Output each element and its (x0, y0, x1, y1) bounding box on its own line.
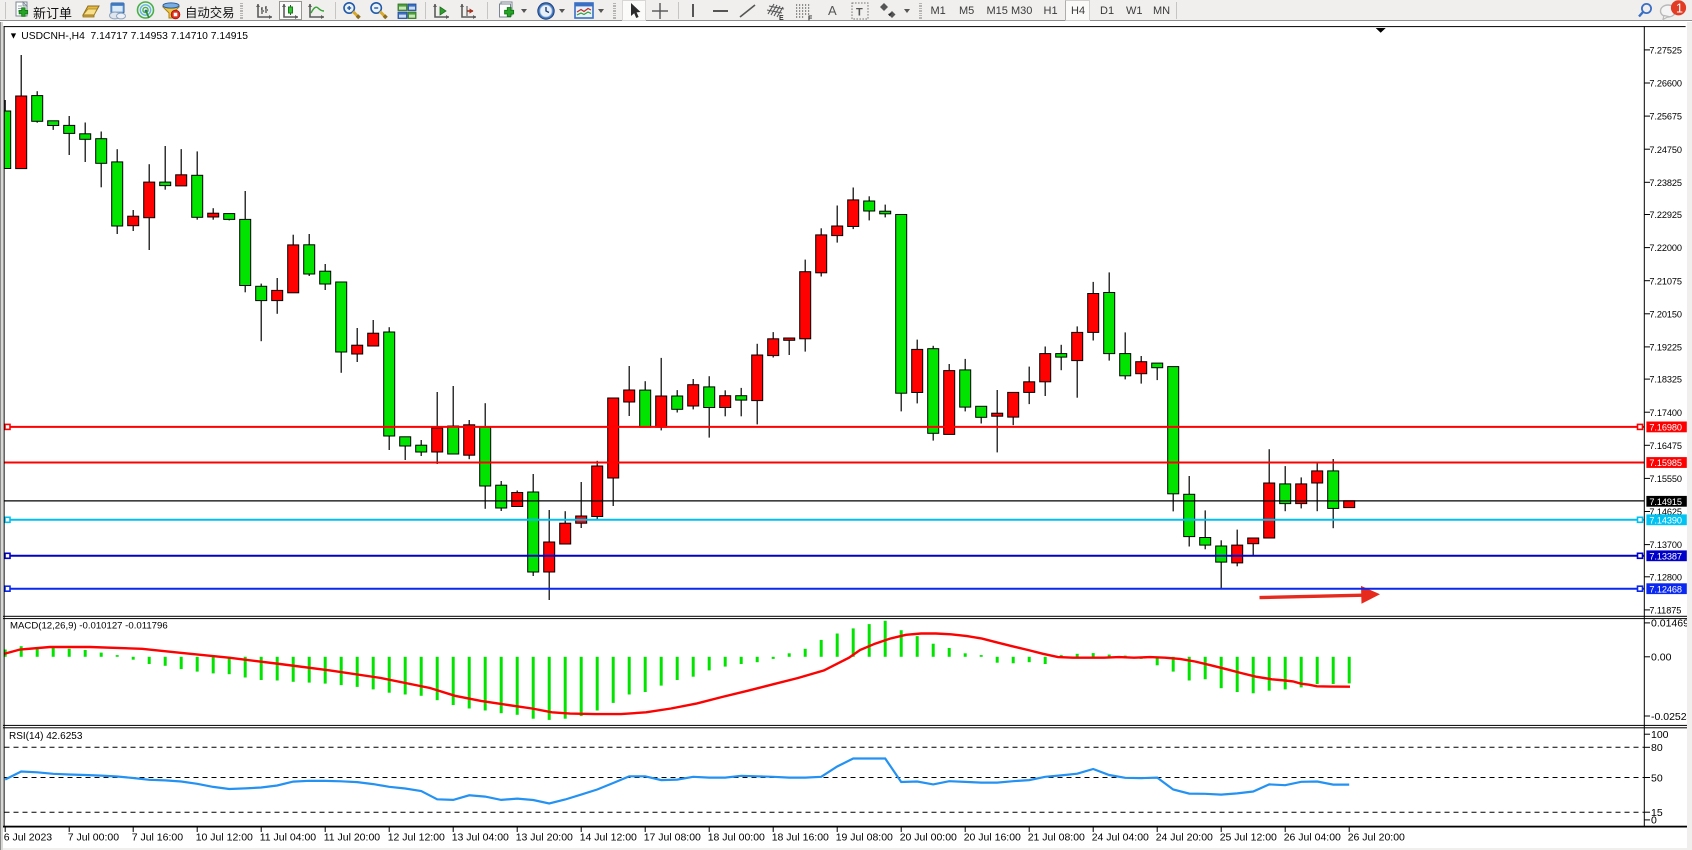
svg-text:7.14390: 7.14390 (1649, 515, 1682, 525)
svg-text:21 Jul 08:00: 21 Jul 08:00 (1028, 832, 1085, 844)
svg-text:7 Jul 16:00: 7 Jul 16:00 (132, 832, 184, 844)
svg-text:0.014691: 0.014691 (1651, 618, 1692, 630)
svg-text:7.26600: 7.26600 (1649, 79, 1682, 89)
svg-text:7.23825: 7.23825 (1649, 178, 1682, 188)
svg-text:-0.02524: -0.02524 (1651, 711, 1692, 723)
svg-text:7 Jul 00:00: 7 Jul 00:00 (68, 832, 120, 844)
svg-text:T: T (856, 7, 863, 19)
svg-text:▼: ▼ (9, 31, 18, 41)
svg-text:24 Jul 04:00: 24 Jul 04:00 (1092, 832, 1149, 844)
svg-text:F: F (808, 16, 813, 22)
svg-text:100: 100 (1651, 729, 1669, 741)
svg-text:18 Jul 00:00: 18 Jul 00:00 (708, 832, 765, 844)
svg-text:7.17400: 7.17400 (1649, 408, 1682, 418)
svg-text:MACD(12,26,9) -0.010127 -0.011: MACD(12,26,9) -0.010127 -0.011796 (10, 621, 168, 632)
svg-text:50: 50 (1651, 772, 1663, 784)
svg-text:7.13387: 7.13387 (1649, 551, 1682, 561)
svg-text:26 Jul 20:00: 26 Jul 20:00 (1348, 832, 1405, 844)
svg-text:24 Jul 20:00: 24 Jul 20:00 (1156, 832, 1213, 844)
svg-text:80: 80 (1651, 742, 1663, 754)
svg-text:7.22925: 7.22925 (1649, 210, 1682, 220)
svg-text:0: 0 (1651, 815, 1657, 827)
svg-text:7.15985: 7.15985 (1649, 458, 1682, 468)
svg-text:6 Jul 2023: 6 Jul 2023 (4, 832, 53, 844)
svg-text:7.14625: 7.14625 (1649, 507, 1682, 517)
svg-text:7.12800: 7.12800 (1649, 572, 1682, 582)
svg-text:E: E (779, 15, 784, 21)
svg-text:7.11875: 7.11875 (1649, 606, 1681, 616)
svg-text:19 Jul 08:00: 19 Jul 08:00 (836, 832, 893, 844)
svg-text:7.27525: 7.27525 (1649, 46, 1682, 56)
svg-text:15: 15 (1651, 807, 1663, 819)
svg-text:20 Jul 16:00: 20 Jul 16:00 (964, 832, 1021, 844)
svg-text:7.15550: 7.15550 (1649, 474, 1682, 484)
svg-text:13 Jul 04:00: 13 Jul 04:00 (452, 832, 509, 844)
svg-text:11 Jul 20:00: 11 Jul 20:00 (324, 832, 381, 844)
svg-text:26 Jul 04:00: 26 Jul 04:00 (1284, 832, 1341, 844)
svg-text:7.25675: 7.25675 (1649, 112, 1682, 122)
svg-text:7.16475: 7.16475 (1649, 441, 1682, 451)
svg-text:7.24750: 7.24750 (1649, 145, 1682, 155)
svg-text:11 Jul 04:00: 11 Jul 04:00 (260, 832, 317, 844)
svg-text:RSI(14) 42.6253: RSI(14) 42.6253 (9, 731, 83, 742)
svg-text:7.20150: 7.20150 (1649, 309, 1682, 319)
svg-text:20 Jul 00:00: 20 Jul 00:00 (900, 832, 957, 844)
svg-text:7.13700: 7.13700 (1649, 540, 1682, 550)
svg-text:1: 1 (1676, 1, 1683, 15)
svg-text:25 Jul 12:00: 25 Jul 12:00 (1220, 832, 1277, 844)
svg-text:7.18325: 7.18325 (1649, 375, 1682, 385)
svg-text:7.22000: 7.22000 (1649, 243, 1682, 253)
svg-text:7.19225: 7.19225 (1649, 343, 1682, 353)
svg-text:12 Jul 12:00: 12 Jul 12:00 (388, 832, 445, 844)
svg-text:7.14915: 7.14915 (1649, 497, 1682, 507)
svg-text:18 Jul 16:00: 18 Jul 16:00 (772, 832, 829, 844)
svg-text:17 Jul 08:00: 17 Jul 08:00 (644, 832, 701, 844)
svg-text:7.16980: 7.16980 (1649, 423, 1682, 433)
svg-text:7.12468: 7.12468 (1649, 584, 1682, 594)
svg-text:USDCNH-,H4 7.14717 7.14953 7.: USDCNH-,H4 7.14717 7.14953 7.14710 7.149… (21, 31, 248, 42)
svg-text:0.00: 0.00 (1651, 652, 1672, 664)
svg-text:13 Jul 20:00: 13 Jul 20:00 (516, 832, 573, 844)
svg-text:10 Jul 12:00: 10 Jul 12:00 (196, 832, 253, 844)
svg-text:7.21075: 7.21075 (1649, 276, 1682, 286)
svg-text:14 Jul 12:00: 14 Jul 12:00 (580, 832, 637, 844)
